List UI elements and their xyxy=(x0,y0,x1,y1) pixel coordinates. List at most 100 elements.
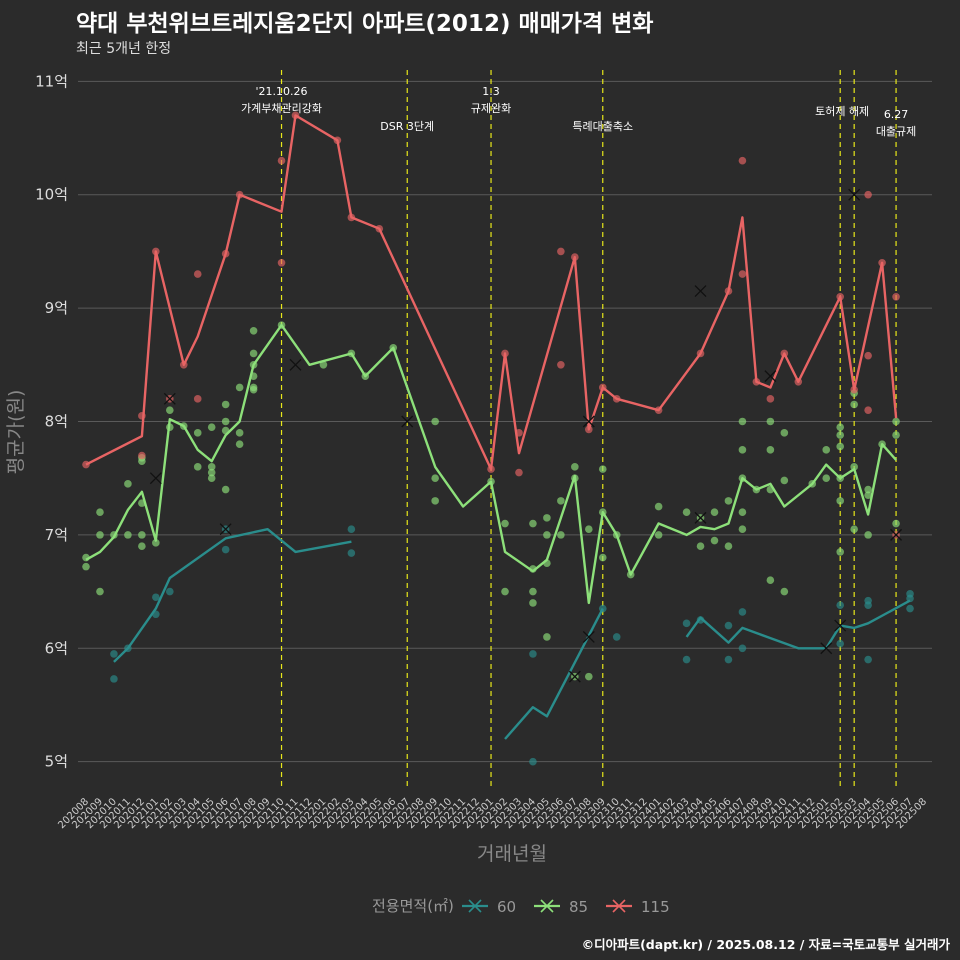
y-tick-label: 6억 xyxy=(45,639,68,657)
data-point xyxy=(864,601,872,609)
data-point xyxy=(193,395,202,403)
policy-annotation: 가계부채관리강화 xyxy=(241,102,322,115)
data-point xyxy=(850,463,858,471)
data-point xyxy=(612,633,621,641)
data-point xyxy=(864,655,872,664)
legend-label: 60 xyxy=(497,898,516,916)
data-point xyxy=(906,604,914,613)
data-point xyxy=(138,542,146,551)
data-point xyxy=(738,417,747,426)
policy-annotation: 특례대출축소 xyxy=(572,120,633,133)
data-point xyxy=(166,406,174,414)
data-point xyxy=(654,531,663,539)
cross-marker xyxy=(568,670,581,683)
data-point xyxy=(529,757,537,766)
y-tick-label: 9억 xyxy=(45,299,68,317)
series-line xyxy=(685,599,911,650)
data-point xyxy=(152,539,160,547)
data-point xyxy=(836,601,844,609)
data-point xyxy=(207,463,216,471)
policy-annotation: '21.10.26 xyxy=(256,85,308,98)
cross-stroke xyxy=(219,523,232,536)
data-point xyxy=(543,531,551,539)
cross-stroke xyxy=(848,188,861,201)
data-point xyxy=(529,599,537,607)
series-60 xyxy=(110,523,914,766)
data-point xyxy=(724,655,733,664)
data-point xyxy=(864,351,872,360)
series-group xyxy=(82,111,914,766)
data-point xyxy=(682,619,691,628)
y-tick-label: 7억 xyxy=(45,526,68,544)
data-point xyxy=(822,474,831,482)
cross-marker xyxy=(890,528,903,541)
cross-marker xyxy=(694,511,707,524)
series-line xyxy=(113,528,352,663)
data-point xyxy=(682,508,691,517)
data-point xyxy=(766,417,775,426)
policy-annotation: 대출규제 xyxy=(876,125,916,138)
data-point xyxy=(557,247,565,256)
data-point xyxy=(249,349,258,358)
cross-marker xyxy=(219,523,232,536)
cross-stroke xyxy=(163,392,176,405)
data-point xyxy=(431,474,439,482)
data-point xyxy=(110,675,118,683)
data-point xyxy=(235,429,244,437)
data-point xyxy=(738,156,747,165)
cross-marker xyxy=(582,630,595,643)
data-point xyxy=(738,608,747,616)
data-point xyxy=(138,531,146,539)
data-point xyxy=(864,406,872,414)
policy-annotation: DSR 3단계 xyxy=(380,120,434,133)
x-axis-title: 거래년월 xyxy=(477,843,547,865)
cross-marker xyxy=(401,415,414,428)
data-point xyxy=(221,417,230,426)
data-point xyxy=(277,258,286,267)
data-point xyxy=(892,519,900,528)
data-point xyxy=(193,429,202,437)
legend-item-60: 60 xyxy=(462,898,516,916)
data-point xyxy=(892,417,900,426)
cross-marker xyxy=(163,392,176,405)
data-point xyxy=(780,587,789,596)
data-point xyxy=(724,621,733,630)
data-point xyxy=(892,431,900,439)
y-axis-ticks: 5억 6억 7억 8억 9억 10억 11억 xyxy=(35,72,68,770)
legend-cross xyxy=(468,899,482,913)
data-point xyxy=(96,587,104,596)
cross-stroke xyxy=(890,528,903,541)
cross-stroke xyxy=(694,511,707,524)
data-point xyxy=(654,502,663,511)
data-point xyxy=(543,514,551,522)
data-point xyxy=(110,650,118,658)
grid-lines xyxy=(78,80,932,763)
data-point xyxy=(529,650,537,658)
series-line xyxy=(85,323,897,605)
data-point xyxy=(682,655,691,664)
data-point xyxy=(319,361,328,369)
x-axis-ticks: 2020082020092020102020112020122021012021… xyxy=(56,796,929,831)
series-line xyxy=(504,608,604,740)
data-point xyxy=(557,497,565,505)
data-point xyxy=(850,525,858,534)
cross-stroke xyxy=(582,630,595,643)
data-point xyxy=(598,465,607,473)
legend-title: 전용면적(㎡) xyxy=(372,897,454,915)
data-point xyxy=(780,429,789,437)
data-point xyxy=(864,531,872,539)
data-point xyxy=(166,587,174,596)
cross-marker xyxy=(834,619,847,632)
data-point xyxy=(207,474,216,482)
legend-item-85: 85 xyxy=(534,898,588,916)
legend-label: 85 xyxy=(569,898,588,916)
y-tick-label: 10억 xyxy=(35,186,68,204)
data-point xyxy=(207,468,216,477)
cross-marker xyxy=(149,472,162,485)
data-point xyxy=(710,536,719,545)
legend: 전용면적(㎡) 60 85 115 xyxy=(372,897,670,916)
cross-marker xyxy=(848,188,861,201)
cross-stroke xyxy=(834,619,847,632)
